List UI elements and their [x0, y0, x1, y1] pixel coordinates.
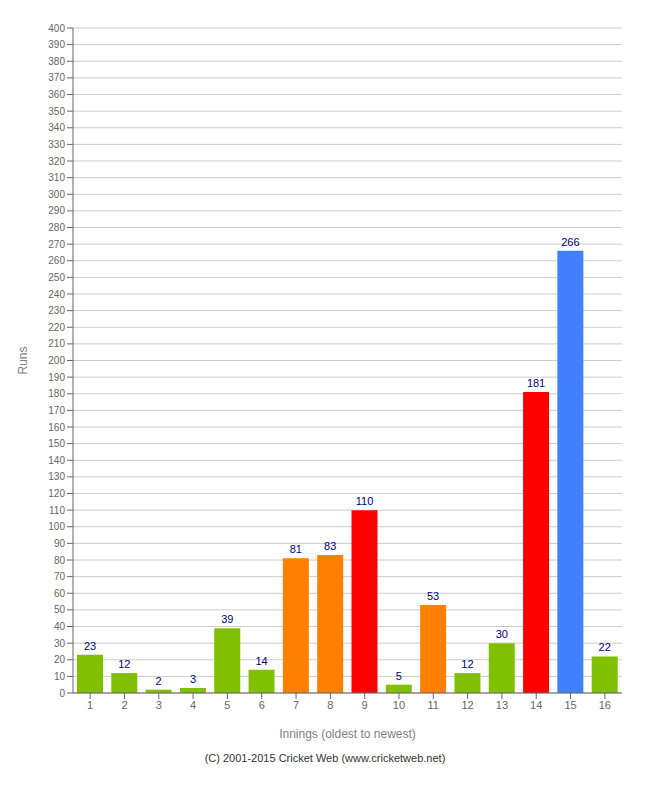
svg-text:266: 266: [561, 236, 579, 248]
svg-text:3: 3: [190, 673, 196, 685]
svg-text:150: 150: [48, 438, 65, 449]
svg-text:8: 8: [327, 699, 333, 711]
svg-text:140: 140: [48, 455, 65, 466]
svg-text:310: 310: [48, 172, 65, 183]
svg-text:11: 11: [428, 699, 439, 711]
svg-text:190: 190: [48, 372, 65, 383]
svg-text:50: 50: [54, 604, 66, 615]
svg-text:370: 370: [48, 72, 65, 83]
svg-text:200: 200: [48, 355, 65, 366]
svg-text:60: 60: [54, 588, 66, 599]
svg-text:5: 5: [396, 670, 402, 682]
svg-text:4: 4: [190, 699, 196, 711]
svg-text:280: 280: [48, 222, 65, 233]
svg-text:270: 270: [48, 239, 65, 250]
svg-text:9: 9: [362, 699, 368, 711]
svg-text:180: 180: [48, 388, 65, 399]
svg-text:15: 15: [564, 699, 576, 711]
svg-text:260: 260: [48, 255, 65, 266]
svg-text:250: 250: [48, 272, 65, 283]
svg-text:340: 340: [48, 122, 65, 133]
svg-text:40: 40: [54, 621, 66, 632]
svg-text:181: 181: [527, 377, 545, 389]
svg-text:3: 3: [156, 699, 162, 711]
svg-text:81: 81: [290, 543, 302, 555]
svg-text:2: 2: [156, 675, 162, 687]
svg-text:7: 7: [293, 699, 299, 711]
svg-text:5: 5: [224, 699, 230, 711]
svg-text:70: 70: [54, 571, 66, 582]
svg-text:Runs: Runs: [16, 346, 30, 374]
svg-text:210: 210: [48, 338, 65, 349]
svg-text:120: 120: [48, 488, 65, 499]
svg-text:290: 290: [48, 205, 65, 216]
svg-text:12: 12: [461, 699, 473, 711]
svg-text:400: 400: [48, 23, 65, 34]
svg-text:0: 0: [59, 688, 65, 699]
svg-text:130: 130: [48, 471, 65, 482]
svg-text:20: 20: [54, 654, 66, 665]
svg-text:6: 6: [259, 699, 265, 711]
svg-text:83: 83: [324, 540, 336, 552]
svg-text:350: 350: [48, 106, 65, 117]
svg-text:39: 39: [221, 613, 233, 625]
svg-text:100: 100: [48, 521, 65, 532]
svg-text:160: 160: [48, 422, 65, 433]
svg-text:90: 90: [54, 538, 66, 549]
svg-text:10: 10: [54, 671, 66, 682]
svg-text:13: 13: [496, 699, 508, 711]
svg-text:230: 230: [48, 305, 65, 316]
html-text:(C) 2001-2015 Cricket Web (www: (C) 2001-2015 Cricket Web (www.cricketwe…: [204, 752, 446, 764]
svg-text:380: 380: [48, 56, 65, 67]
svg-text:320: 320: [48, 156, 65, 167]
svg-text:390: 390: [48, 39, 65, 50]
svg-text:1: 1: [87, 699, 93, 711]
svg-text:220: 220: [48, 322, 65, 333]
svg-text:30: 30: [496, 628, 508, 640]
svg-text:16: 16: [599, 699, 611, 711]
svg-text:110: 110: [49, 505, 65, 516]
svg-text:Innings (oldest to newest): Innings (oldest to newest): [279, 727, 416, 741]
svg-text:330: 330: [48, 139, 65, 150]
svg-text:30: 30: [54, 638, 66, 649]
svg-text:240: 240: [48, 289, 65, 300]
svg-text:22: 22: [599, 641, 611, 653]
svg-text:360: 360: [48, 89, 65, 100]
svg-text:10: 10: [393, 699, 405, 711]
svg-text:14: 14: [530, 699, 542, 711]
svg-text:170: 170: [48, 405, 65, 416]
svg-text:12: 12: [118, 658, 130, 670]
svg-text:14: 14: [255, 655, 267, 667]
svg-text:80: 80: [54, 555, 66, 566]
svg-text:23: 23: [84, 640, 96, 652]
svg-text:53: 53: [427, 590, 439, 602]
svg-text:2: 2: [121, 699, 127, 711]
svg-text:12: 12: [461, 658, 473, 670]
svg-text:110: 110: [356, 495, 374, 507]
svg-text:300: 300: [48, 189, 65, 200]
